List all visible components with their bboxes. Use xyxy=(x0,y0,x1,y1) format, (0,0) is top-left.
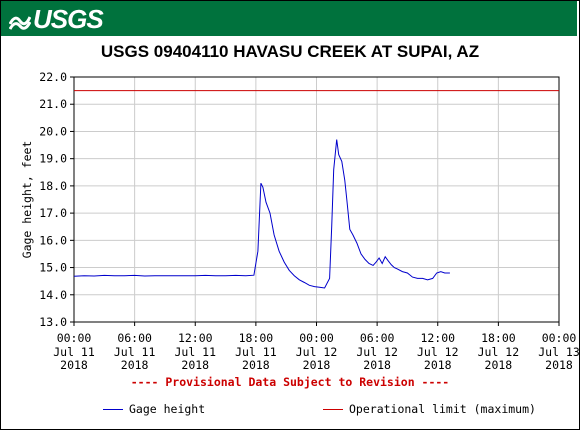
x-tick-label-year: 2018 xyxy=(424,358,452,372)
usgs-wave-icon xyxy=(9,16,31,30)
x-tick-label-time: 18:00 xyxy=(239,331,274,345)
x-tick-label-date: Jul 13 xyxy=(538,345,580,359)
x-tick-label-time: 18:00 xyxy=(481,331,516,345)
plot-border xyxy=(73,76,560,323)
x-tick-label-year: 2018 xyxy=(181,358,209,372)
y-tick-label: 20.0 xyxy=(39,124,67,138)
legend-swatch-operational-limit xyxy=(323,408,343,410)
y-tick-label: 13.0 xyxy=(39,315,67,329)
y-axis-label: Gage height, feet xyxy=(20,141,34,259)
x-tick-label-year: 2018 xyxy=(303,358,331,372)
y-tick-label: 21.0 xyxy=(39,97,67,111)
chart-title: USGS 09404110 HAVASU CREEK AT SUPAI, AZ xyxy=(100,42,480,61)
x-tick-label-date: Jul 12 xyxy=(417,345,459,359)
y-tick-label: 18.0 xyxy=(39,179,67,193)
x-tick-label-date: Jul 11 xyxy=(114,345,156,359)
x-tick-label-year: 2018 xyxy=(485,358,513,372)
legend-item-gage-height: Gage height xyxy=(103,402,205,416)
x-tick-label-time: 06:00 xyxy=(117,331,152,345)
usgs-logo[interactable]: USGS xyxy=(9,4,104,34)
y-tick-label: 22.0 xyxy=(39,70,67,84)
x-tick-label-time: 12:00 xyxy=(420,331,455,345)
x-tick-label-date: Jul 12 xyxy=(478,345,520,359)
x-tick-label-time: 12:00 xyxy=(178,331,213,345)
provisional-data-note: ---- Provisional Data Subject to Revisio… xyxy=(130,375,450,389)
legend-item-operational-limit: Operational limit (maximum) xyxy=(323,402,536,416)
x-tick-label-date: Jul 11 xyxy=(174,345,216,359)
usgs-banner: USGS xyxy=(1,1,577,36)
y-tick-label: 17.0 xyxy=(39,206,67,220)
y-tick-label: 14.0 xyxy=(39,288,67,302)
series-gage-height-line xyxy=(73,139,450,289)
x-tick-label-time: 00:00 xyxy=(542,331,577,345)
x-tick-label-year: 2018 xyxy=(363,358,391,372)
x-tick-label-year: 2018 xyxy=(60,358,88,372)
x-tick-label-time: 06:00 xyxy=(360,331,395,345)
x-tick-label-time: 00:00 xyxy=(299,331,334,345)
x-tick-label-date: Jul 11 xyxy=(53,345,95,359)
legend-label-gage-height: Gage height xyxy=(129,402,206,416)
legend-swatch-gage-height xyxy=(103,408,123,410)
x-tick-label-year: 2018 xyxy=(545,358,573,372)
x-tick-label-year: 2018 xyxy=(242,358,270,372)
y-tick-label: 15.0 xyxy=(39,261,67,275)
x-tick-label-date: Jul 12 xyxy=(356,345,398,359)
y-tick-label: 16.0 xyxy=(39,233,67,247)
x-tick-label-year: 2018 xyxy=(121,358,149,372)
usgs-logo-text: USGS xyxy=(33,4,104,34)
x-tick-label-date: Jul 11 xyxy=(235,345,277,359)
x-tick-label-date: Jul 12 xyxy=(296,345,338,359)
legend-label-operational-limit: Operational limit (maximum) xyxy=(349,402,536,416)
y-tick-label: 19.0 xyxy=(39,152,67,166)
x-tick-label-time: 00:00 xyxy=(57,331,92,345)
